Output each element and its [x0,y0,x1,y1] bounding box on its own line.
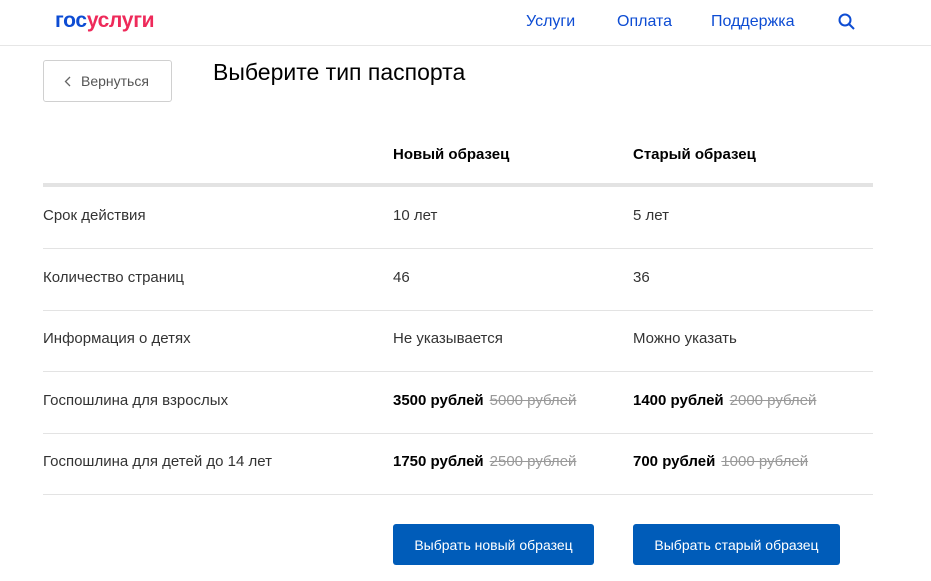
row-label: Информация о детях [43,330,191,347]
old-value: 36 [633,268,650,286]
new-value: 10 лет [393,207,438,224]
old-price: 2500 рублей [489,453,577,470]
new-value: 1750 рублей 2500 рублей [393,453,577,470]
old-price: 5000 рублей [489,391,577,409]
old-value: 1400 рублей 2000 рублей [633,391,817,409]
table-row: Количество страниц 46 36 [43,249,873,311]
row-label: Срок действия [43,207,146,224]
new-value: 46 [393,268,410,286]
gosuslugi-logo[interactable]: госуслуги [55,9,155,32]
table-row: Госпошлина для взрослых 3500 рублей 5000 р… [43,372,873,434]
nav-services[interactable]: Услуги [526,13,576,30]
search-icon[interactable] [838,13,856,31]
old-price: 2000 рублей [729,391,817,409]
nav-payment[interactable]: Оплата [617,13,673,30]
column-header-new: Новый образец [393,146,510,163]
back-button[interactable]: Вернуться [43,60,172,102]
choose-new-button[interactable]: Выбрать новый образец [393,524,594,565]
table-row: Госпошлина для детей до 14 лет 1750 рубле… [43,433,873,495]
back-label: Вернуться [81,73,149,89]
page-title: Выберите тип паспорта [213,59,466,85]
table-row: Информация о детях Не указывается Можно ук… [43,310,873,372]
row-label: Количество страниц [43,268,185,286]
chevron-left-icon [64,76,71,86]
new-value: 3500 рублей 5000 рублей [393,391,577,409]
table-row: Срок действия 10 лет 5 лет [43,187,873,249]
old-price: 1000 рублей [721,453,809,470]
old-value: 700 рублей 1000 рублей [633,453,809,470]
row-label: Госпошлина для детей до 14 лет [43,453,272,470]
new-value: Не указывается [393,330,503,347]
top-header: госуслуги Услуги Оплата Поддержка [0,0,931,46]
nav-support[interactable]: Поддержка [711,13,795,30]
column-header-old: Старый образец [633,146,756,163]
old-value: 5 лет [633,207,669,224]
choose-old-button[interactable]: Выбрать старый образец [633,524,840,565]
row-label: Госпошлина для взрослых [43,391,229,409]
old-value: Можно указать [633,330,737,347]
header-divider [43,183,873,187]
